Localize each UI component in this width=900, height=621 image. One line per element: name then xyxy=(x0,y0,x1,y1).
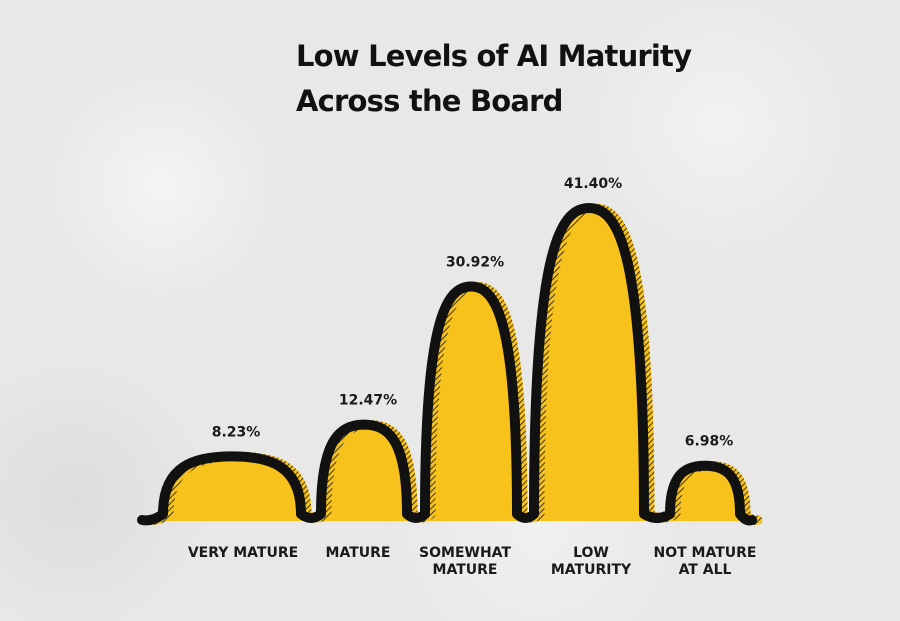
category-label-2: MATURE xyxy=(326,545,391,561)
chart-title-line-2: Across the Board xyxy=(296,84,563,118)
category-label-5: NOT MATURE AT ALL xyxy=(654,545,757,578)
peak-area-4 xyxy=(526,208,652,521)
value-label-3: 30.92% xyxy=(446,254,504,270)
category-label-3: SOMEWHAT MATURE xyxy=(419,545,511,578)
category-label-4: LOW MATURITY xyxy=(551,545,632,578)
chart-marks xyxy=(137,203,763,526)
curve-outline xyxy=(137,203,757,526)
value-label-5: 6.98% xyxy=(685,434,734,450)
chart-labels: 8.23% 12.47% 30.92% 41.40% 6.98% VERY MATURE M… xyxy=(188,176,757,578)
chart-title: Low Levels of AI Maturity Across the Boa… xyxy=(296,34,816,124)
category-label-1: VERY MATURE xyxy=(188,545,298,561)
value-label-4: 41.40% xyxy=(564,176,622,192)
peak-area-1 xyxy=(155,456,309,521)
value-label-2: 12.47% xyxy=(339,393,397,409)
value-label-1: 8.23% xyxy=(212,424,261,440)
chart-title-line-1: Low Levels of AI Maturity xyxy=(296,39,692,73)
